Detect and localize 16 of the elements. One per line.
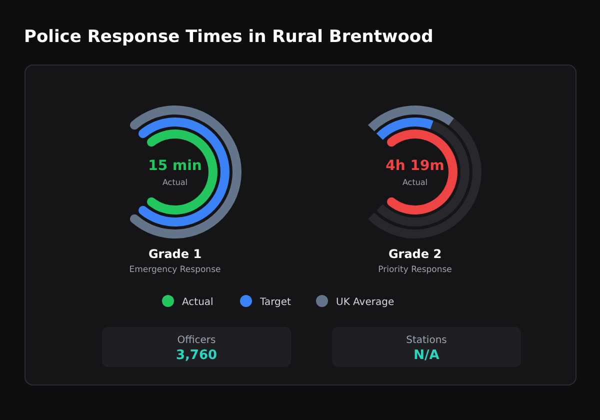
text: Grade 1 [148, 247, 202, 261]
text: 4h 19m [386, 158, 444, 174]
text: 3,760 [176, 348, 218, 363]
text: Priority Response [378, 265, 452, 275]
legend-label: Actual [182, 297, 214, 308]
text: Police Response Times in Rural Brentwood [24, 27, 434, 47]
legend-label: Target [259, 297, 292, 308]
legend-label: UK Average [336, 297, 394, 308]
text: Emergency Response [129, 265, 221, 275]
text: Actual [162, 178, 188, 187]
text: Actual [402, 178, 428, 187]
category-label: Stations [406, 335, 447, 346]
text: Grade 2 [388, 247, 442, 261]
text: N/A [414, 348, 440, 363]
text: 15 min [148, 158, 202, 174]
category-label: Officers [177, 335, 216, 346]
